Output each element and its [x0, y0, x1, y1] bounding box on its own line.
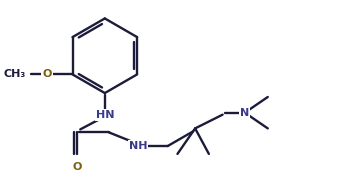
Text: O: O [73, 162, 82, 172]
Text: N: N [240, 108, 249, 118]
Text: CH₃: CH₃ [3, 69, 25, 79]
Text: NH: NH [129, 141, 147, 151]
Text: O: O [42, 69, 52, 79]
Text: HN: HN [95, 110, 114, 120]
